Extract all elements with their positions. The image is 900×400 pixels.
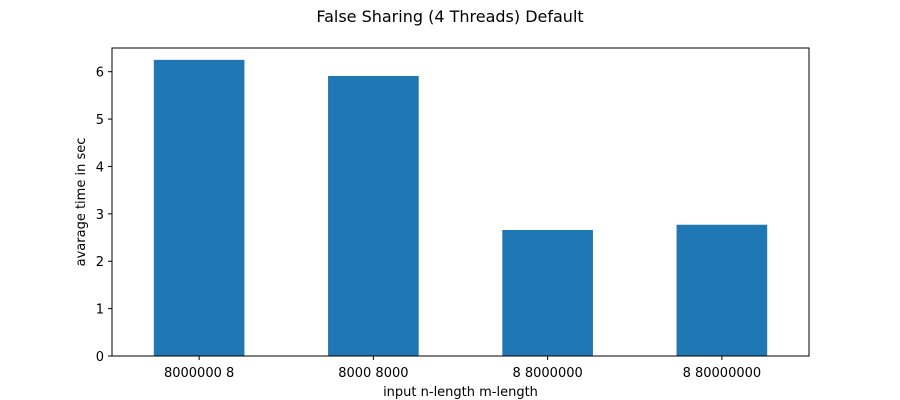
bar-3 (502, 229, 593, 356)
y-tick-label: 2 (96, 255, 104, 270)
x-axis-label: input n-length m-length (383, 385, 538, 400)
x-tick-label: 8 80000000 (683, 366, 762, 381)
x-tick-label: 8000 8000 (338, 366, 408, 381)
y-tick-label: 4 (96, 160, 104, 175)
y-axis: 0 1 2 3 4 5 6 (96, 66, 112, 365)
y-tick-label: 1 (96, 303, 104, 318)
y-axis-label: avarage time in sec (74, 138, 89, 267)
y-tick-label: 5 (96, 113, 104, 128)
bar-1 (153, 59, 245, 356)
plot-area-frame (111, 47, 810, 357)
bar-4 (676, 224, 768, 356)
bars-group (153, 59, 768, 357)
y-tick-label: 6 (96, 66, 104, 81)
x-tick-label: 8 8000000 (512, 366, 582, 381)
y-tick-label: 3 (96, 208, 104, 223)
chart-title: False Sharing (4 Threads) Default (316, 7, 583, 26)
x-axis: 8000000 8 8000 8000 8 8000000 8 80000000 (164, 356, 761, 381)
bar-2 (328, 75, 419, 357)
y-tick-label: 0 (96, 350, 104, 365)
x-tick-label: 8000000 8 (164, 366, 234, 381)
